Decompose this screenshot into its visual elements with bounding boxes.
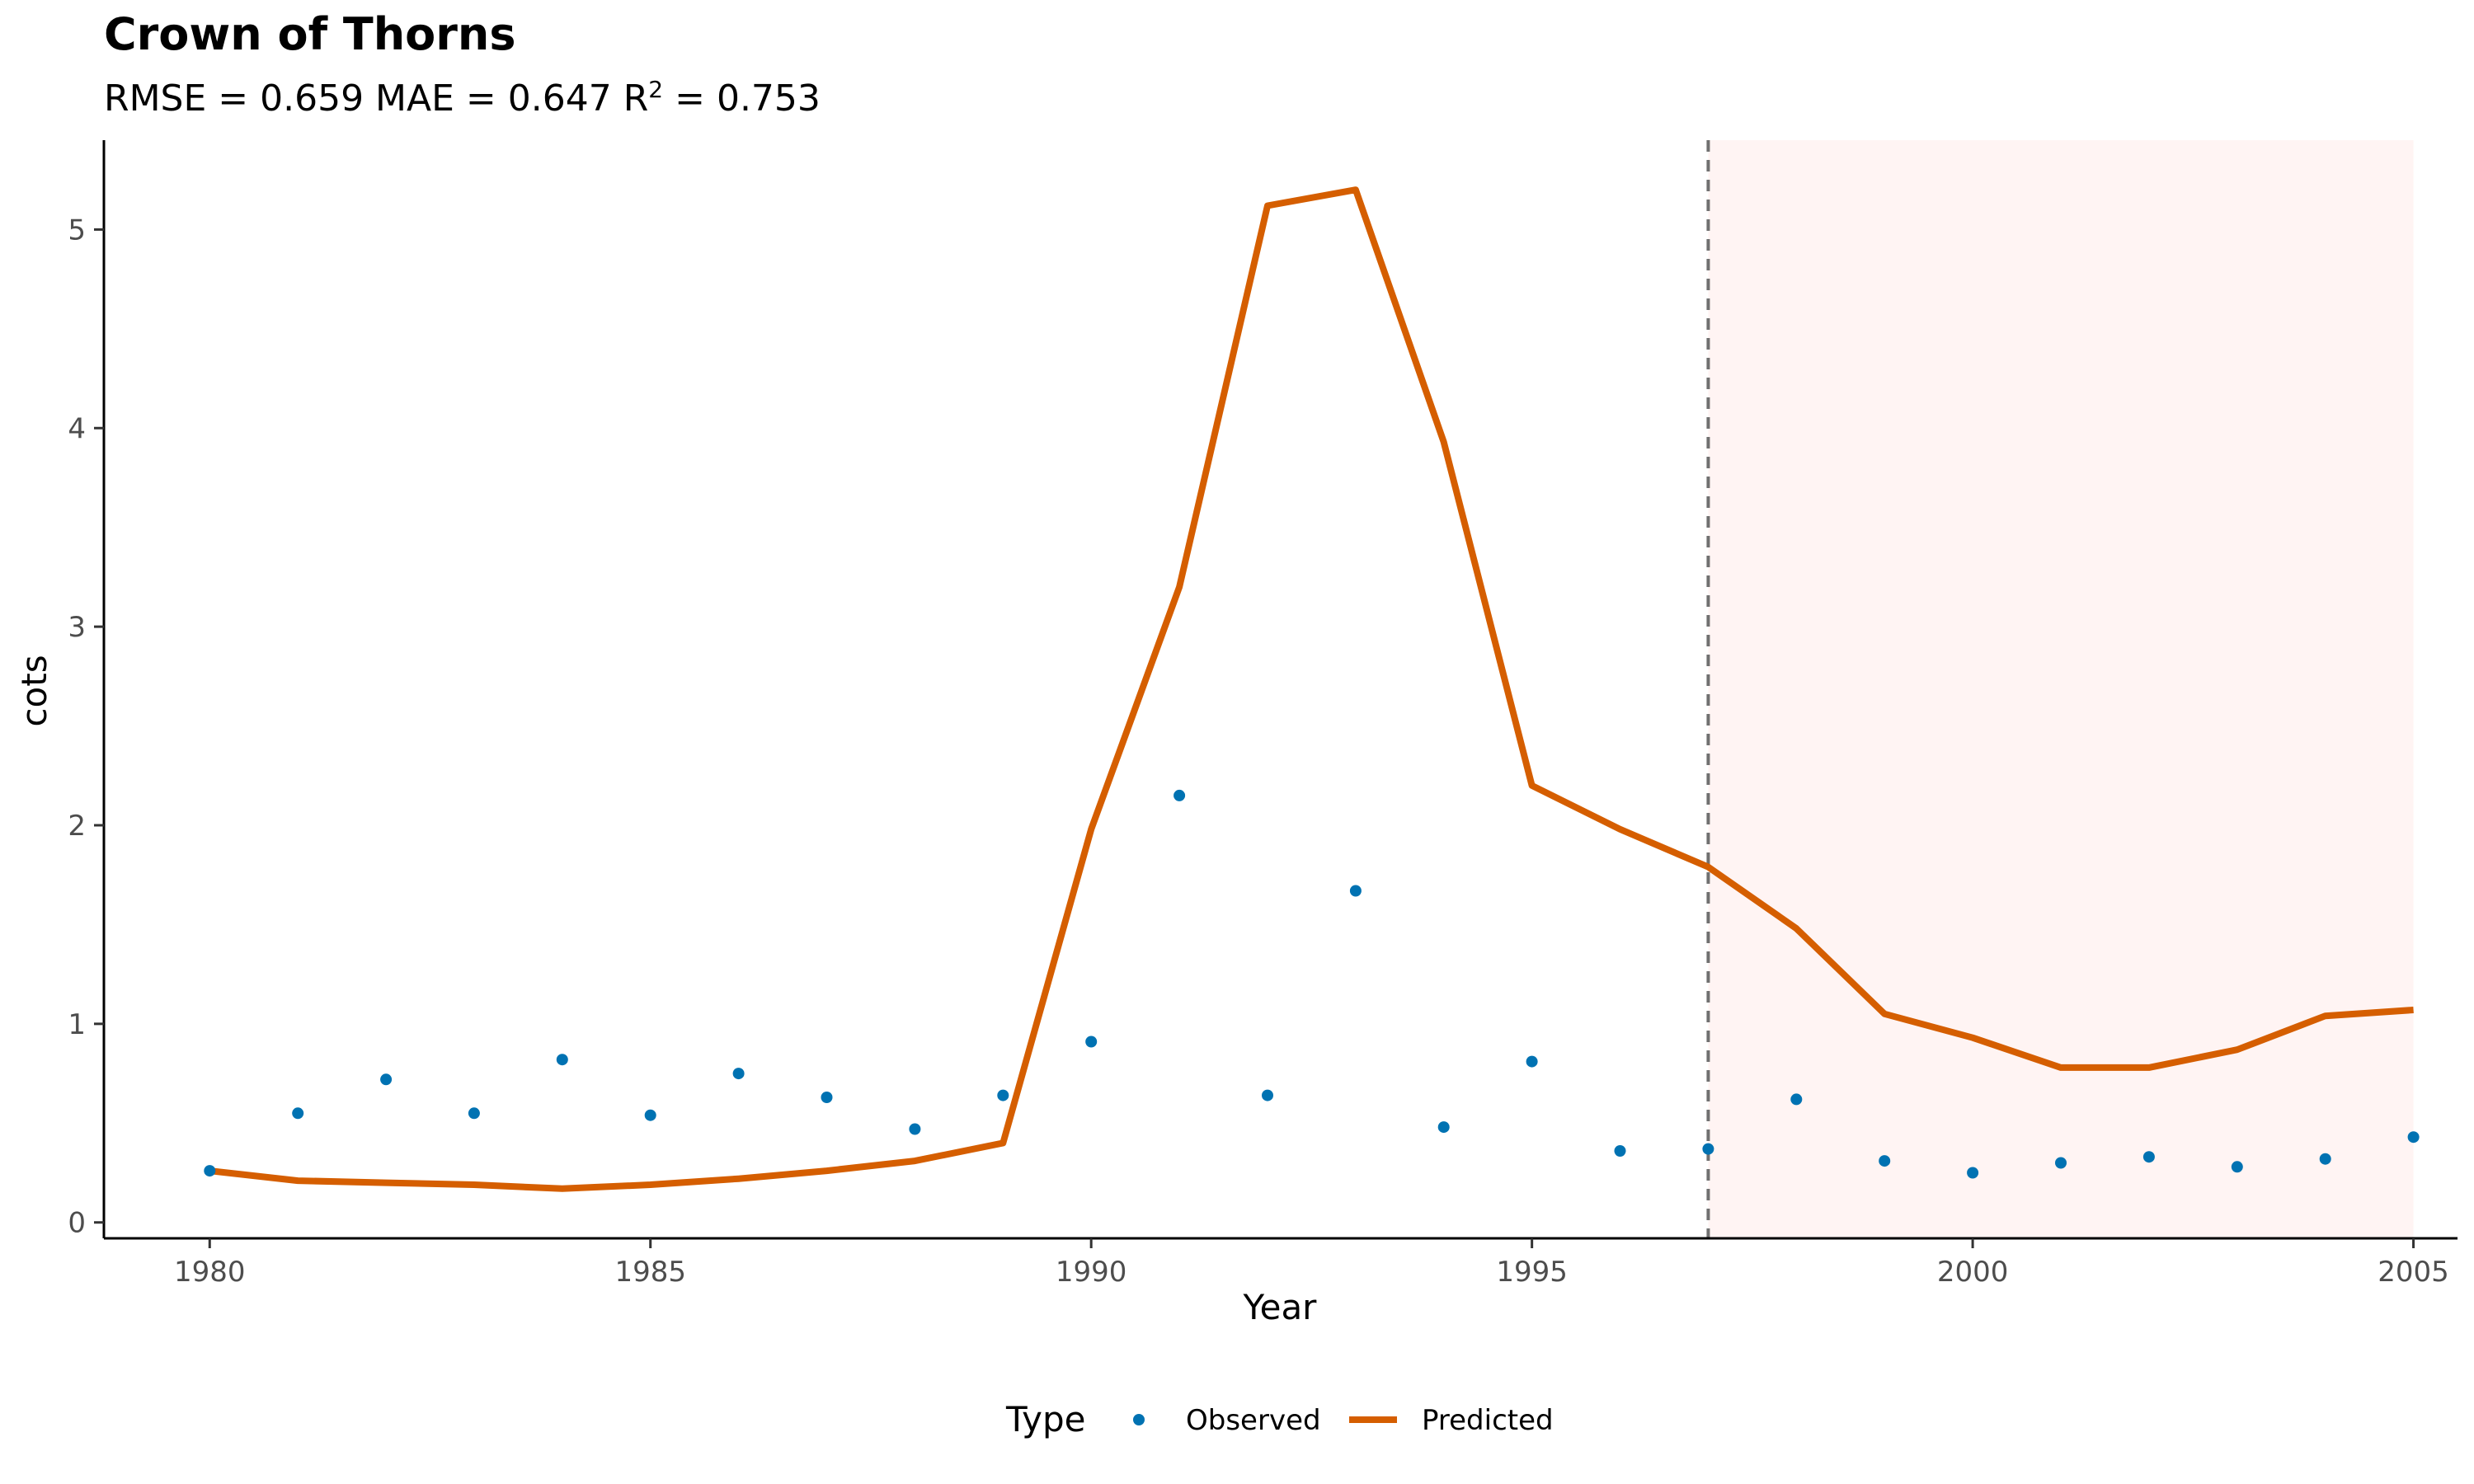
observed-point [2319,1153,2331,1165]
observed-point [1174,789,1186,801]
y-axis-ticks: 0 1 2 3 4 5 [68,214,104,1240]
observed-point [1262,1089,1273,1101]
observed-point [1790,1093,1803,1106]
x-tick-label: 1990 [1056,1256,1127,1289]
observed-point [1526,1055,1538,1068]
x-axis-title: Year [1243,1287,1318,1327]
observed-point [1349,885,1362,897]
observed-point [644,1109,656,1121]
observed-point [997,1089,1009,1101]
x-tick-label: 1985 [614,1256,686,1289]
forecast-band [1708,140,2414,1238]
y-tick-label: 5 [68,214,86,247]
observed-point [732,1068,745,1080]
x-axis-ticks: 1980 1985 1990 1995 2000 2005 [174,1238,2449,1289]
observed-point [909,1123,921,1135]
y-tick-label: 1 [68,1008,86,1041]
y-tick-label: 3 [68,611,86,644]
axes: 1980 1985 1990 1995 2000 2005 0 1 2 3 4 5 [68,140,2458,1289]
legend-predicted-label: Predicted [1422,1404,1554,1437]
observed-point [2231,1161,2243,1173]
observed-point [1085,1036,1098,1048]
x-tick-label: 2000 [1937,1256,2009,1289]
y-tick-label: 2 [68,810,86,843]
legend-title: Type [1005,1399,1085,1439]
observed-point [1879,1155,1891,1167]
observed-point [1614,1145,1626,1157]
observed-point [468,1107,480,1120]
observed-point [2142,1151,2155,1163]
plot-area [204,140,2420,1238]
predicted-line [209,186,2414,1192]
observed-series [204,789,2420,1179]
x-tick-label: 1980 [174,1256,246,1289]
legend-observed-marker [1133,1414,1145,1425]
x-tick-label: 1995 [1496,1256,1568,1289]
legend: Type Observed Predicted [1005,1399,1554,1439]
observed-point [1702,1143,1714,1155]
y-tick-label: 0 [68,1207,86,1240]
legend-observed-label: Observed [1186,1404,1321,1437]
observed-point [380,1073,393,1086]
y-axis-title: cots [14,655,54,726]
subtitle-suffix: = 0.753 [663,77,821,120]
observed-point [204,1165,216,1177]
predicted-series [209,186,2414,1192]
chart-subtitle: RMSE = 0.659 MAE = 0.647 R2 = 0.753 [104,76,821,120]
observed-point [2055,1157,2067,1169]
subtitle-superscript: 2 [648,76,663,103]
y-tick-label: 4 [68,412,86,445]
observed-point [1437,1121,1450,1134]
observed-point [292,1107,304,1120]
observed-point [2407,1131,2420,1144]
observed-point [556,1054,568,1066]
chart-title: Crown of Thorns [104,8,515,60]
observed-point [821,1092,833,1103]
x-tick-label: 2005 [2378,1256,2449,1289]
observed-point [1967,1167,1979,1179]
subtitle-prefix: RMSE = 0.659 MAE = 0.647 R [104,77,648,120]
